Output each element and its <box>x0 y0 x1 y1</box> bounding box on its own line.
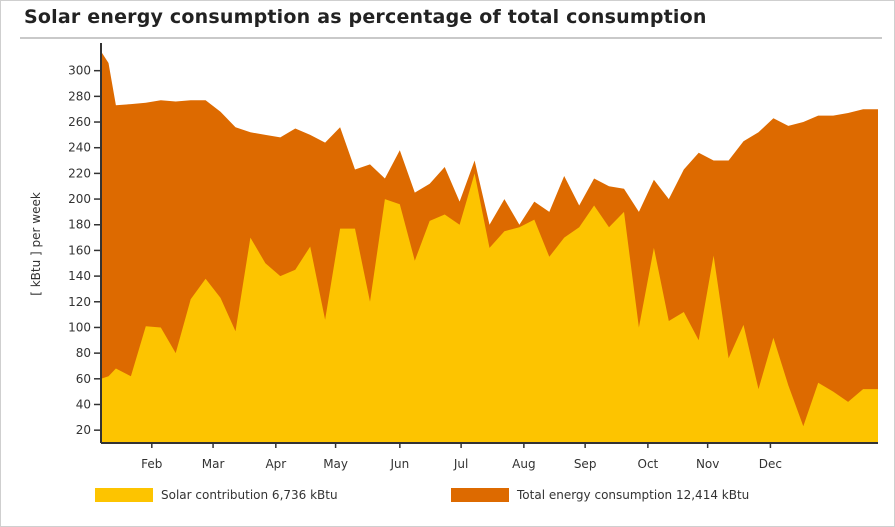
y-tick-label: 200 <box>68 192 91 206</box>
legend-swatch-total <box>451 488 509 502</box>
legend-swatch-solar <box>95 488 153 502</box>
y-tick-label: 60 <box>76 372 91 386</box>
x-tick-label: Mar <box>202 457 225 471</box>
series-layer <box>101 51 878 444</box>
y-tick-label: 20 <box>76 423 91 437</box>
y-tick-label: 80 <box>76 346 91 360</box>
title-divider <box>20 37 882 39</box>
y-axis-label: [ kBtu ] per week <box>29 192 43 296</box>
y-tick-label: 120 <box>68 295 91 309</box>
series-area-solar <box>101 173 878 443</box>
legend-item-solar: Solar contribution 6,736 kBtu <box>95 488 338 502</box>
x-tick-label: Feb <box>141 457 162 471</box>
y-tick-label: 260 <box>68 115 91 129</box>
legend: Solar contribution 6,736 kBtu Total ener… <box>0 488 895 512</box>
x-tick-label: Apr <box>265 457 286 471</box>
y-tick-label: 180 <box>68 218 91 232</box>
x-tick-label: Dec <box>759 457 782 471</box>
x-tick-label: Sep <box>574 457 597 471</box>
y-tick-label: 280 <box>68 89 91 103</box>
axis-layer: 20 40 60 80 100 120 140 160 180 200 220 240 260 280 30… <box>68 43 878 471</box>
y-tick-label: 140 <box>68 269 91 283</box>
y-tick-label: 100 <box>68 320 91 334</box>
x-tick-label: Oct <box>638 457 659 471</box>
x-tick-label: Aug <box>512 457 535 471</box>
legend-label-solar: Solar contribution 6,736 kBtu <box>161 488 338 502</box>
legend-item-total: Total energy consumption 12,414 kBtu <box>451 488 749 502</box>
y-tick-label: 40 <box>76 397 91 411</box>
legend-label-total: Total energy consumption 12,414 kBtu <box>517 488 750 502</box>
y-tick-label: 220 <box>68 166 91 180</box>
chart-title: Solar energy consumption as percentage o… <box>24 6 707 28</box>
x-tick-label: Jul <box>453 457 468 471</box>
x-tick-label: Jun <box>389 457 409 471</box>
y-tick-label: 160 <box>68 243 91 257</box>
x-tick-label: Nov <box>696 457 719 471</box>
x-tick-label: May <box>323 457 348 471</box>
y-tick-label: 300 <box>68 64 91 78</box>
y-tick-label: 240 <box>68 141 91 155</box>
